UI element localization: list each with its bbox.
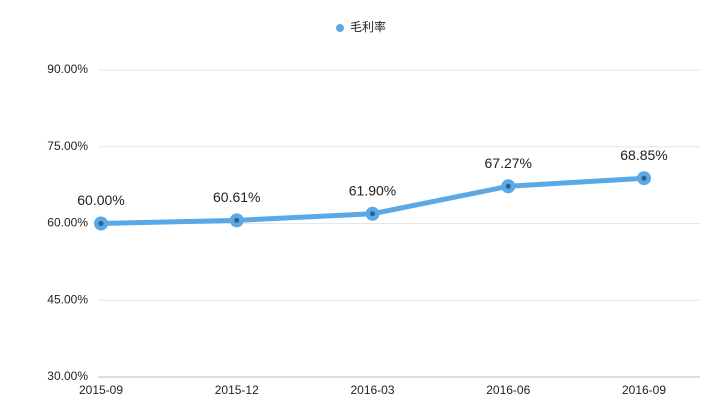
point-center	[505, 183, 511, 189]
y-tick-label: 60.00%	[47, 216, 88, 230]
value-label: 60.61%	[213, 189, 260, 205]
x-tick-label: 2016-06	[486, 383, 530, 397]
value-label: 68.85%	[620, 147, 667, 163]
y-tick-label: 75.00%	[47, 139, 88, 153]
x-tick-label: 2016-09	[622, 383, 666, 397]
y-tick-label: 30.00%	[47, 369, 88, 383]
value-label: 61.90%	[349, 182, 396, 198]
point-center	[234, 217, 240, 223]
point-center	[98, 221, 104, 226]
x-tick-label: 2015-09	[79, 383, 123, 397]
y-tick-label: 90.00%	[47, 62, 88, 76]
point-center	[370, 211, 375, 217]
point-center	[641, 175, 647, 181]
x-tick-label: 2016-03	[350, 383, 394, 397]
value-label: 60.00%	[77, 192, 124, 208]
value-label: 67.27%	[485, 155, 532, 171]
x-tick-label: 2015-12	[215, 383, 259, 397]
legend-marker	[336, 24, 344, 32]
legend-label: 毛利率	[350, 19, 386, 34]
y-tick-label: 45.00%	[47, 292, 88, 306]
